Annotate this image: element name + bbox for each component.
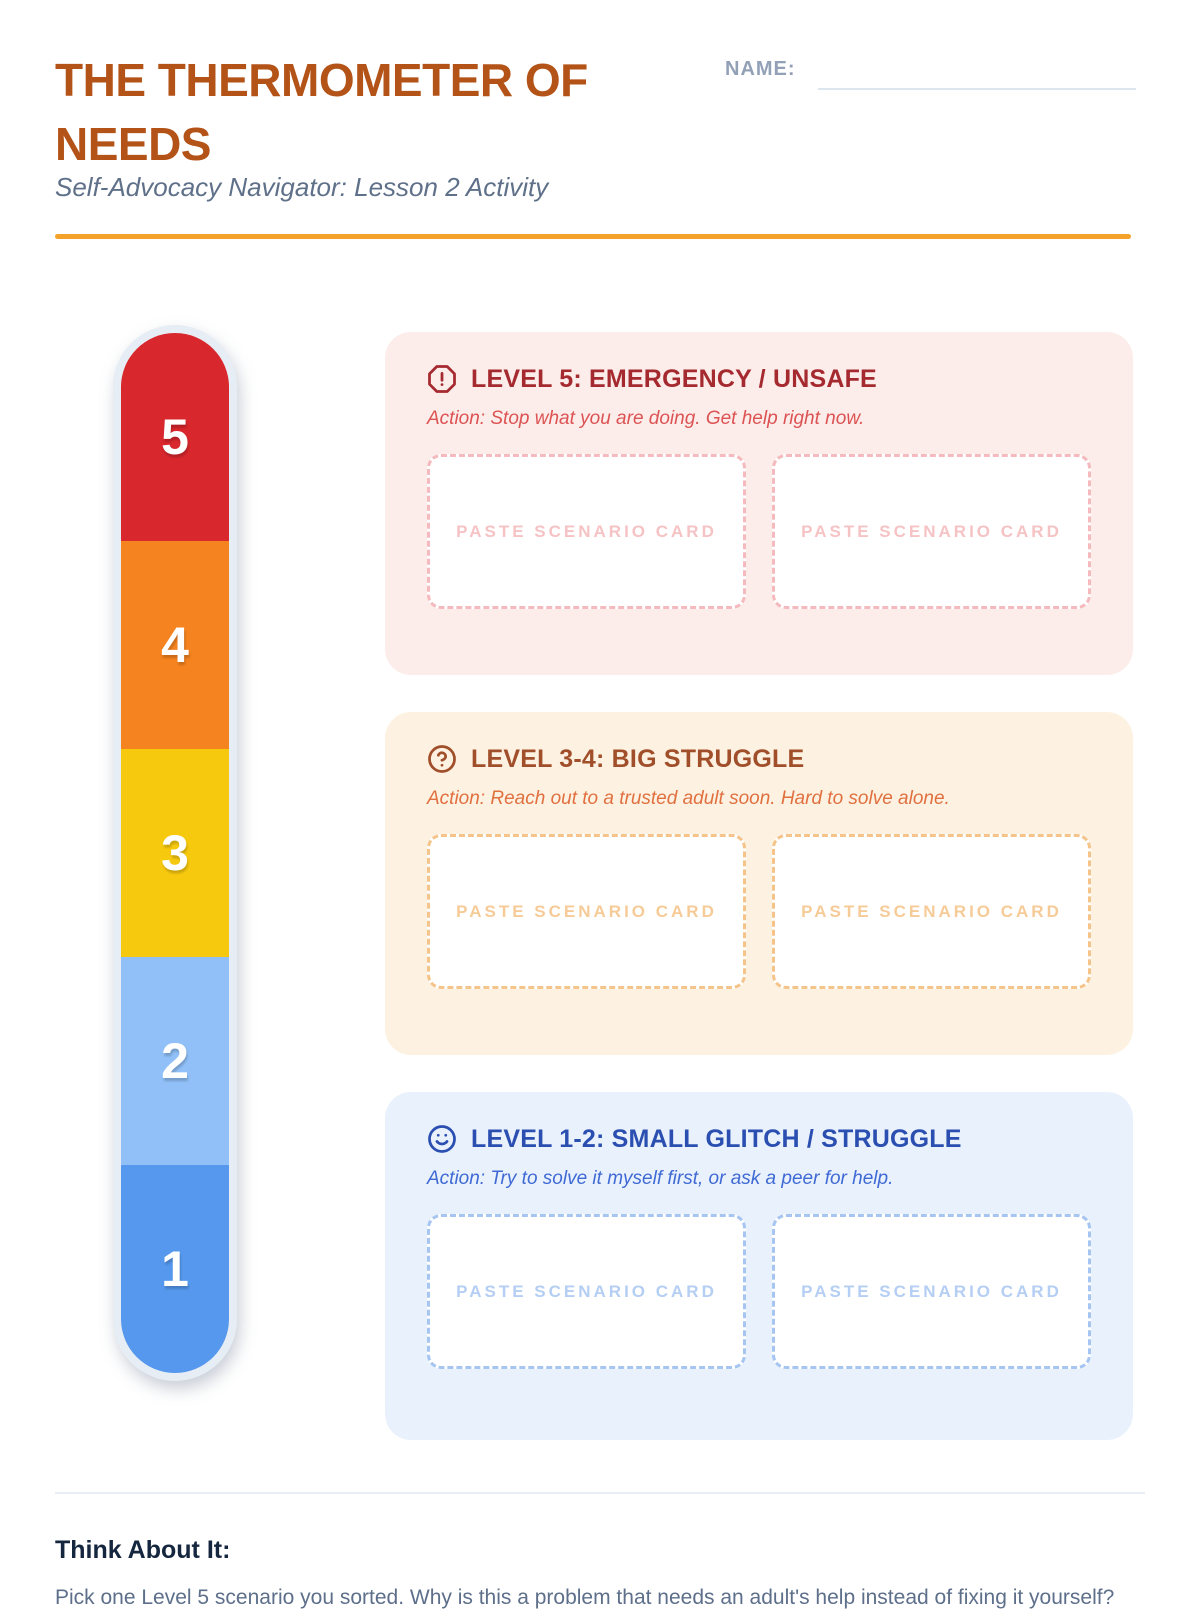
thermometer: 5 4 3 2 1 [113,325,237,1381]
name-field: NAME: [725,58,796,81]
scenario-card-slot[interactable]: PASTE SCENARIO CARD [772,454,1091,609]
thermometer-segment-1: 1 [121,1165,229,1373]
thermometer-label-2: 2 [161,1033,189,1089]
slot-placeholder: PASTE SCENARIO CARD [456,901,717,921]
header-rule [55,234,1131,239]
panel-level-1-2-action: Action: Try to solve it myself first, or… [427,1168,894,1189]
think-about-it-heading: Think About It: [55,1536,231,1564]
panel-level-1-2: LEVEL 1-2: SMALL GLITCH / STRUGGLE Actio… [385,1092,1133,1440]
thermometer-label-3: 3 [161,825,189,881]
panel-level-3-4-action: Action: Reach out to a trusted adult soo… [427,788,950,809]
panel-level-5-slots: PASTE SCENARIO CARD PASTE SCENARIO CARD [427,454,1091,609]
panel-level-3-4-header: LEVEL 3-4: BIG STRUGGLE [427,744,1091,774]
alert-octagon-icon [427,364,457,394]
panel-level-5-title: LEVEL 5: EMERGENCY / UNSAFE [471,364,877,393]
panel-level-3-4: LEVEL 3-4: BIG STRUGGLE Action: Reach ou… [385,712,1133,1055]
name-label: NAME: [725,58,796,80]
thermometer-segment-5: 5 [121,333,229,541]
thermometer-label-1: 1 [161,1241,189,1297]
scenario-card-slot[interactable]: PASTE SCENARIO CARD [772,834,1091,989]
scenario-card-slot[interactable]: PASTE SCENARIO CARD [427,834,746,989]
panel-level-1-2-slots: PASTE SCENARIO CARD PASTE SCENARIO CARD [427,1214,1091,1369]
thermometer-segment-2: 2 [121,957,229,1165]
slot-placeholder: PASTE SCENARIO CARD [456,1281,717,1301]
panel-level-3-4-title: LEVEL 3-4: BIG STRUGGLE [471,744,805,773]
panel-level-5-action: Action: Stop what you are doing. Get hel… [427,408,865,429]
page-subtitle: Self-Advocacy Navigator: Lesson 2 Activi… [55,172,549,202]
panel-level-3-4-slots: PASTE SCENARIO CARD PASTE SCENARIO CARD [427,834,1091,989]
scenario-card-slot[interactable]: PASTE SCENARIO CARD [427,454,746,609]
page-title: THE THERMOMETER OF NEEDS [55,54,588,171]
footer-divider [55,1492,1145,1494]
think-about-it-prompt: Pick one Level 5 scenario you sorted. Wh… [55,1586,1115,1609]
thermometer-label-5: 5 [161,409,189,465]
thermometer-segment-4: 4 [121,541,229,749]
help-circle-icon [427,744,457,774]
thermometer-label-4: 4 [161,617,189,673]
slot-placeholder: PASTE SCENARIO CARD [456,521,717,541]
thermometer-tube: 5 4 3 2 1 [121,333,229,1373]
slot-placeholder: PASTE SCENARIO CARD [801,1281,1062,1301]
slot-placeholder: PASTE SCENARIO CARD [801,521,1062,541]
panel-level-1-2-header: LEVEL 1-2: SMALL GLITCH / STRUGGLE [427,1124,1091,1154]
smile-icon [427,1124,457,1154]
scenario-card-slot[interactable]: PASTE SCENARIO CARD [427,1214,746,1369]
panel-level-5-header: LEVEL 5: EMERGENCY / UNSAFE [427,364,1091,394]
scenario-card-slot[interactable]: PASTE SCENARIO CARD [772,1214,1091,1369]
panel-level-1-2-title: LEVEL 1-2: SMALL GLITCH / STRUGGLE [471,1124,962,1153]
slot-placeholder: PASTE SCENARIO CARD [801,901,1062,921]
name-input-line[interactable] [818,88,1136,90]
panel-level-5: LEVEL 5: EMERGENCY / UNSAFE Action: Stop… [385,332,1133,675]
thermometer-segment-3: 3 [121,749,229,957]
